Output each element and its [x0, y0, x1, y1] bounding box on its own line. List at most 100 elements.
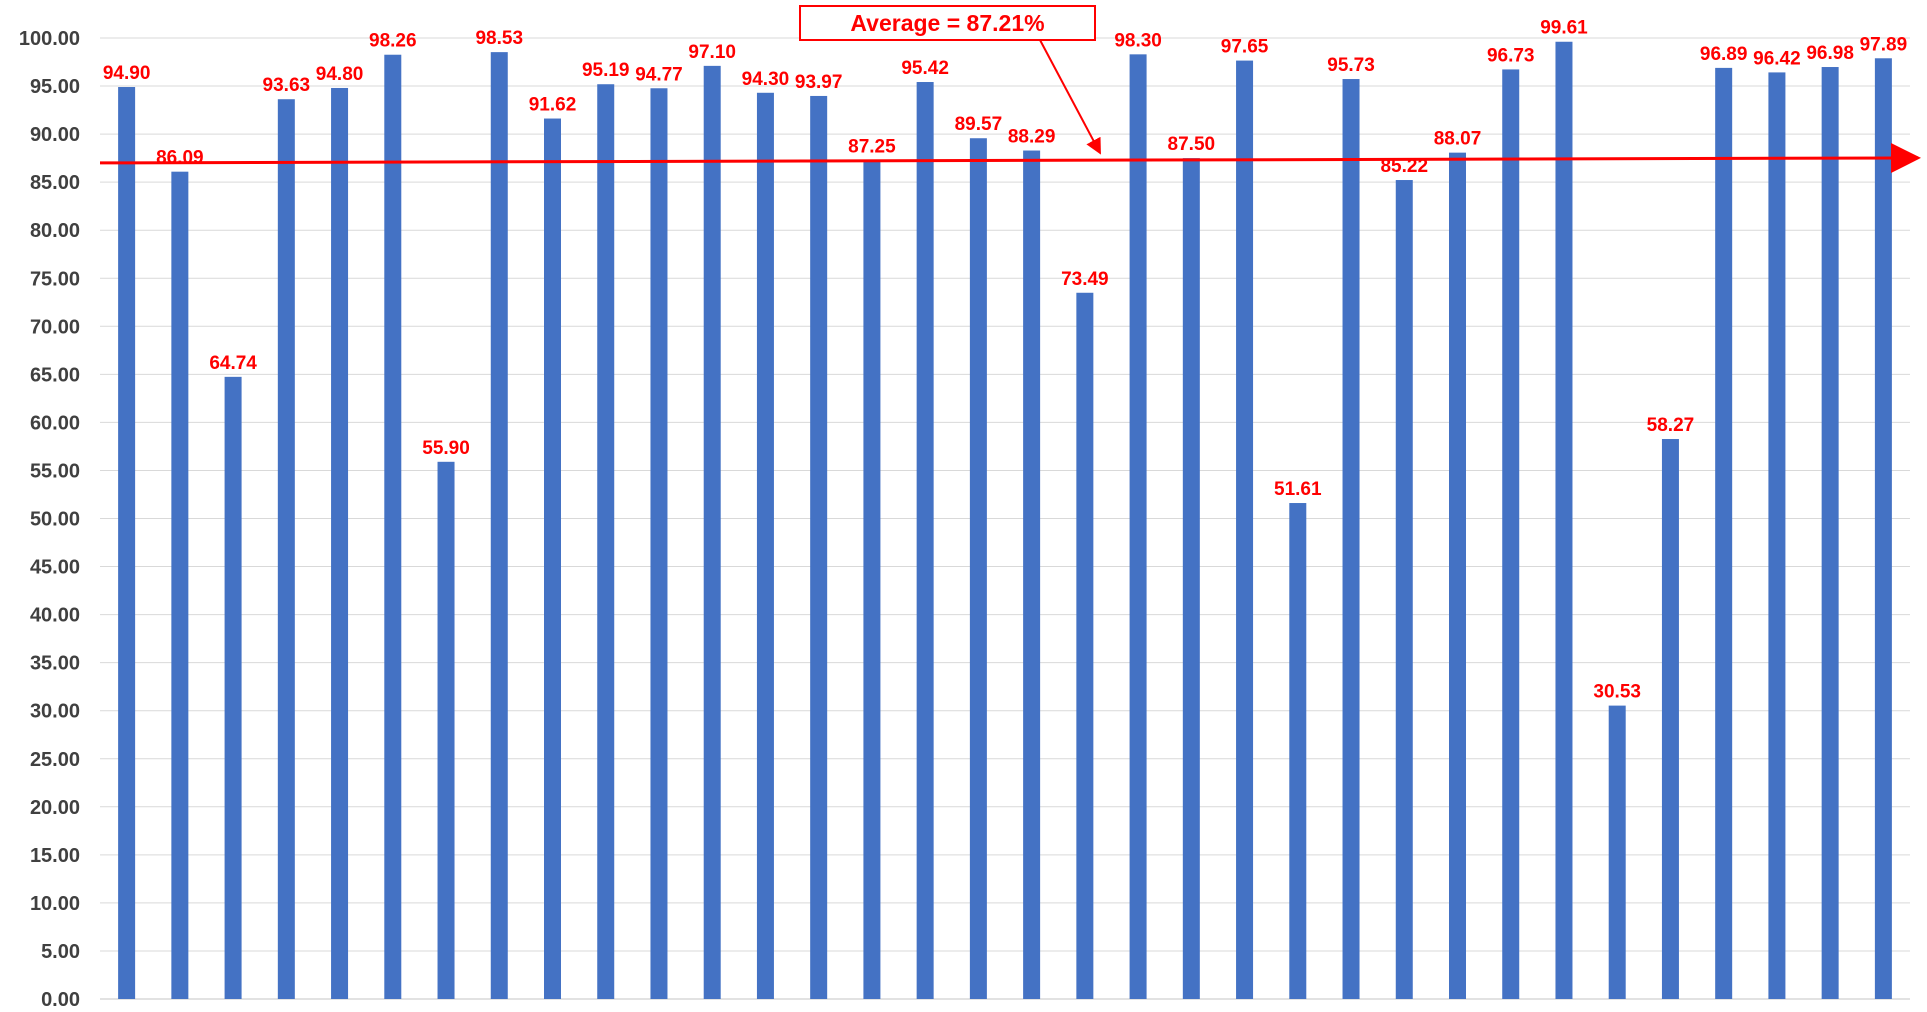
gridlines: [100, 37, 1910, 1000]
data-label-10: 95.19: [582, 60, 630, 81]
y-tick-label: 65.00: [30, 364, 80, 386]
data-label-13: 94.30: [742, 69, 790, 90]
y-tick-label: 100.00: [19, 28, 80, 50]
y-tick-label: 45.00: [30, 557, 80, 579]
bar-28: [1555, 41, 1573, 999]
bar-32: [1768, 72, 1786, 999]
data-label-16: 95.42: [901, 58, 949, 79]
data-label-2: 86.09: [156, 148, 204, 169]
bar-12: [703, 65, 721, 999]
average-annotation: Average = 87.21%: [99, 5, 1921, 173]
y-tick-label: 25.00: [30, 749, 80, 771]
bar-24: [1342, 79, 1360, 1000]
y-tick-label: 85.00: [30, 172, 80, 194]
y-tick-label: 70.00: [30, 316, 80, 338]
bar-18: [1023, 150, 1041, 1000]
data-label-19: 73.49: [1061, 269, 1109, 290]
data-label-3: 64.74: [209, 353, 257, 374]
bar-16: [916, 82, 934, 1000]
data-label-28: 99.61: [1540, 18, 1588, 39]
data-label-14: 93.97: [795, 72, 843, 93]
y-tick-label: 35.00: [30, 653, 80, 675]
bar-30: [1661, 439, 1679, 1000]
y-axis-ticks: 0.00 5.00 10.00 15.00 20.00 25.00 30.00 35.00 40…: [19, 28, 80, 1011]
data-label-8: 98.53: [475, 28, 523, 49]
data-label-24: 95.73: [1327, 55, 1375, 76]
bar-6: [384, 54, 402, 1000]
bar-1: [118, 87, 136, 1000]
y-tick-label: 80.00: [30, 220, 80, 242]
data-label-21: 87.50: [1168, 134, 1216, 155]
bar-26: [1449, 152, 1466, 1000]
data-label-6: 98.26: [369, 31, 417, 52]
bar-14: [810, 95, 828, 999]
data-label-33: 96.98: [1806, 43, 1854, 64]
data-label-23: 51.61: [1274, 479, 1322, 500]
bar-20: [1129, 54, 1147, 1000]
bar-33: [1821, 67, 1839, 999]
bar-5: [331, 87, 349, 1000]
bar-27: [1502, 69, 1520, 1000]
average-callout-arrow: [1039, 39, 1101, 155]
data-label-22: 97.65: [1221, 37, 1269, 58]
y-tick-label: 5.00: [41, 941, 80, 963]
y-tick-label: 30.00: [30, 701, 80, 723]
bar-13: [756, 92, 774, 1000]
average-callout-box: [799, 5, 1096, 41]
y-tick-label: 0.00: [41, 989, 80, 1007]
data-label-11: 94.77: [635, 64, 683, 85]
bar-11: [650, 88, 668, 999]
bar-9: [544, 118, 561, 999]
bar-21: [1182, 158, 1200, 999]
y-tick-label: 60.00: [30, 412, 80, 434]
bar-25: [1395, 180, 1413, 1000]
bar-8: [490, 52, 508, 999]
data-label-26: 88.07: [1434, 129, 1482, 150]
data-label-25: 85.22: [1380, 156, 1428, 177]
bar-2: [171, 171, 189, 999]
bar-34: [1874, 58, 1892, 999]
data-label-34: 97.89: [1860, 34, 1908, 55]
data-label-7: 55.90: [422, 438, 470, 459]
average-label: Average = 87.21%: [850, 10, 1044, 36]
data-label-4: 93.63: [263, 75, 311, 96]
bar-19: [1076, 292, 1094, 999]
y-tick-label: 20.00: [30, 797, 80, 819]
data-label-31: 96.89: [1700, 44, 1748, 65]
y-tick-label: 50.00: [30, 509, 80, 531]
data-label-5: 94.80: [316, 64, 364, 85]
bar-29: [1608, 705, 1626, 999]
y-tick-label: 15.00: [30, 845, 80, 867]
bar-7: [437, 461, 455, 999]
data-label-17: 89.57: [955, 114, 1003, 135]
bar-22: [1236, 60, 1254, 1000]
bar-15: [863, 160, 881, 1000]
data-label-15: 87.25: [848, 137, 896, 158]
bar-4: [277, 99, 295, 999]
bar-31: [1715, 67, 1733, 1000]
bar-3: [224, 376, 242, 999]
data-label-20: 98.30: [1114, 30, 1162, 51]
data-label-30: 58.27: [1647, 415, 1695, 436]
data-label-27: 96.73: [1487, 45, 1535, 66]
y-tick-label: 75.00: [30, 268, 80, 290]
data-label-29: 30.53: [1593, 682, 1641, 703]
data-label-18: 88.29: [1008, 127, 1056, 148]
average-line: [99, 142, 1921, 173]
y-tick-label: 95.00: [30, 76, 80, 98]
bar-10: [597, 84, 615, 999]
y-tick-label: 55.00: [30, 460, 80, 482]
bar-17: [969, 138, 987, 999]
data-label-1: 94.90: [103, 63, 151, 84]
data-label-9: 91.62: [529, 95, 577, 116]
y-tick-label: 10.00: [30, 893, 80, 915]
bar-23: [1289, 503, 1307, 999]
y-tick-label: 40.00: [30, 605, 80, 627]
data-label-32: 96.42: [1753, 48, 1801, 69]
bars: [118, 41, 1892, 1000]
y-tick-label: 90.00: [30, 124, 80, 146]
data-label-12: 97.10: [688, 42, 736, 63]
